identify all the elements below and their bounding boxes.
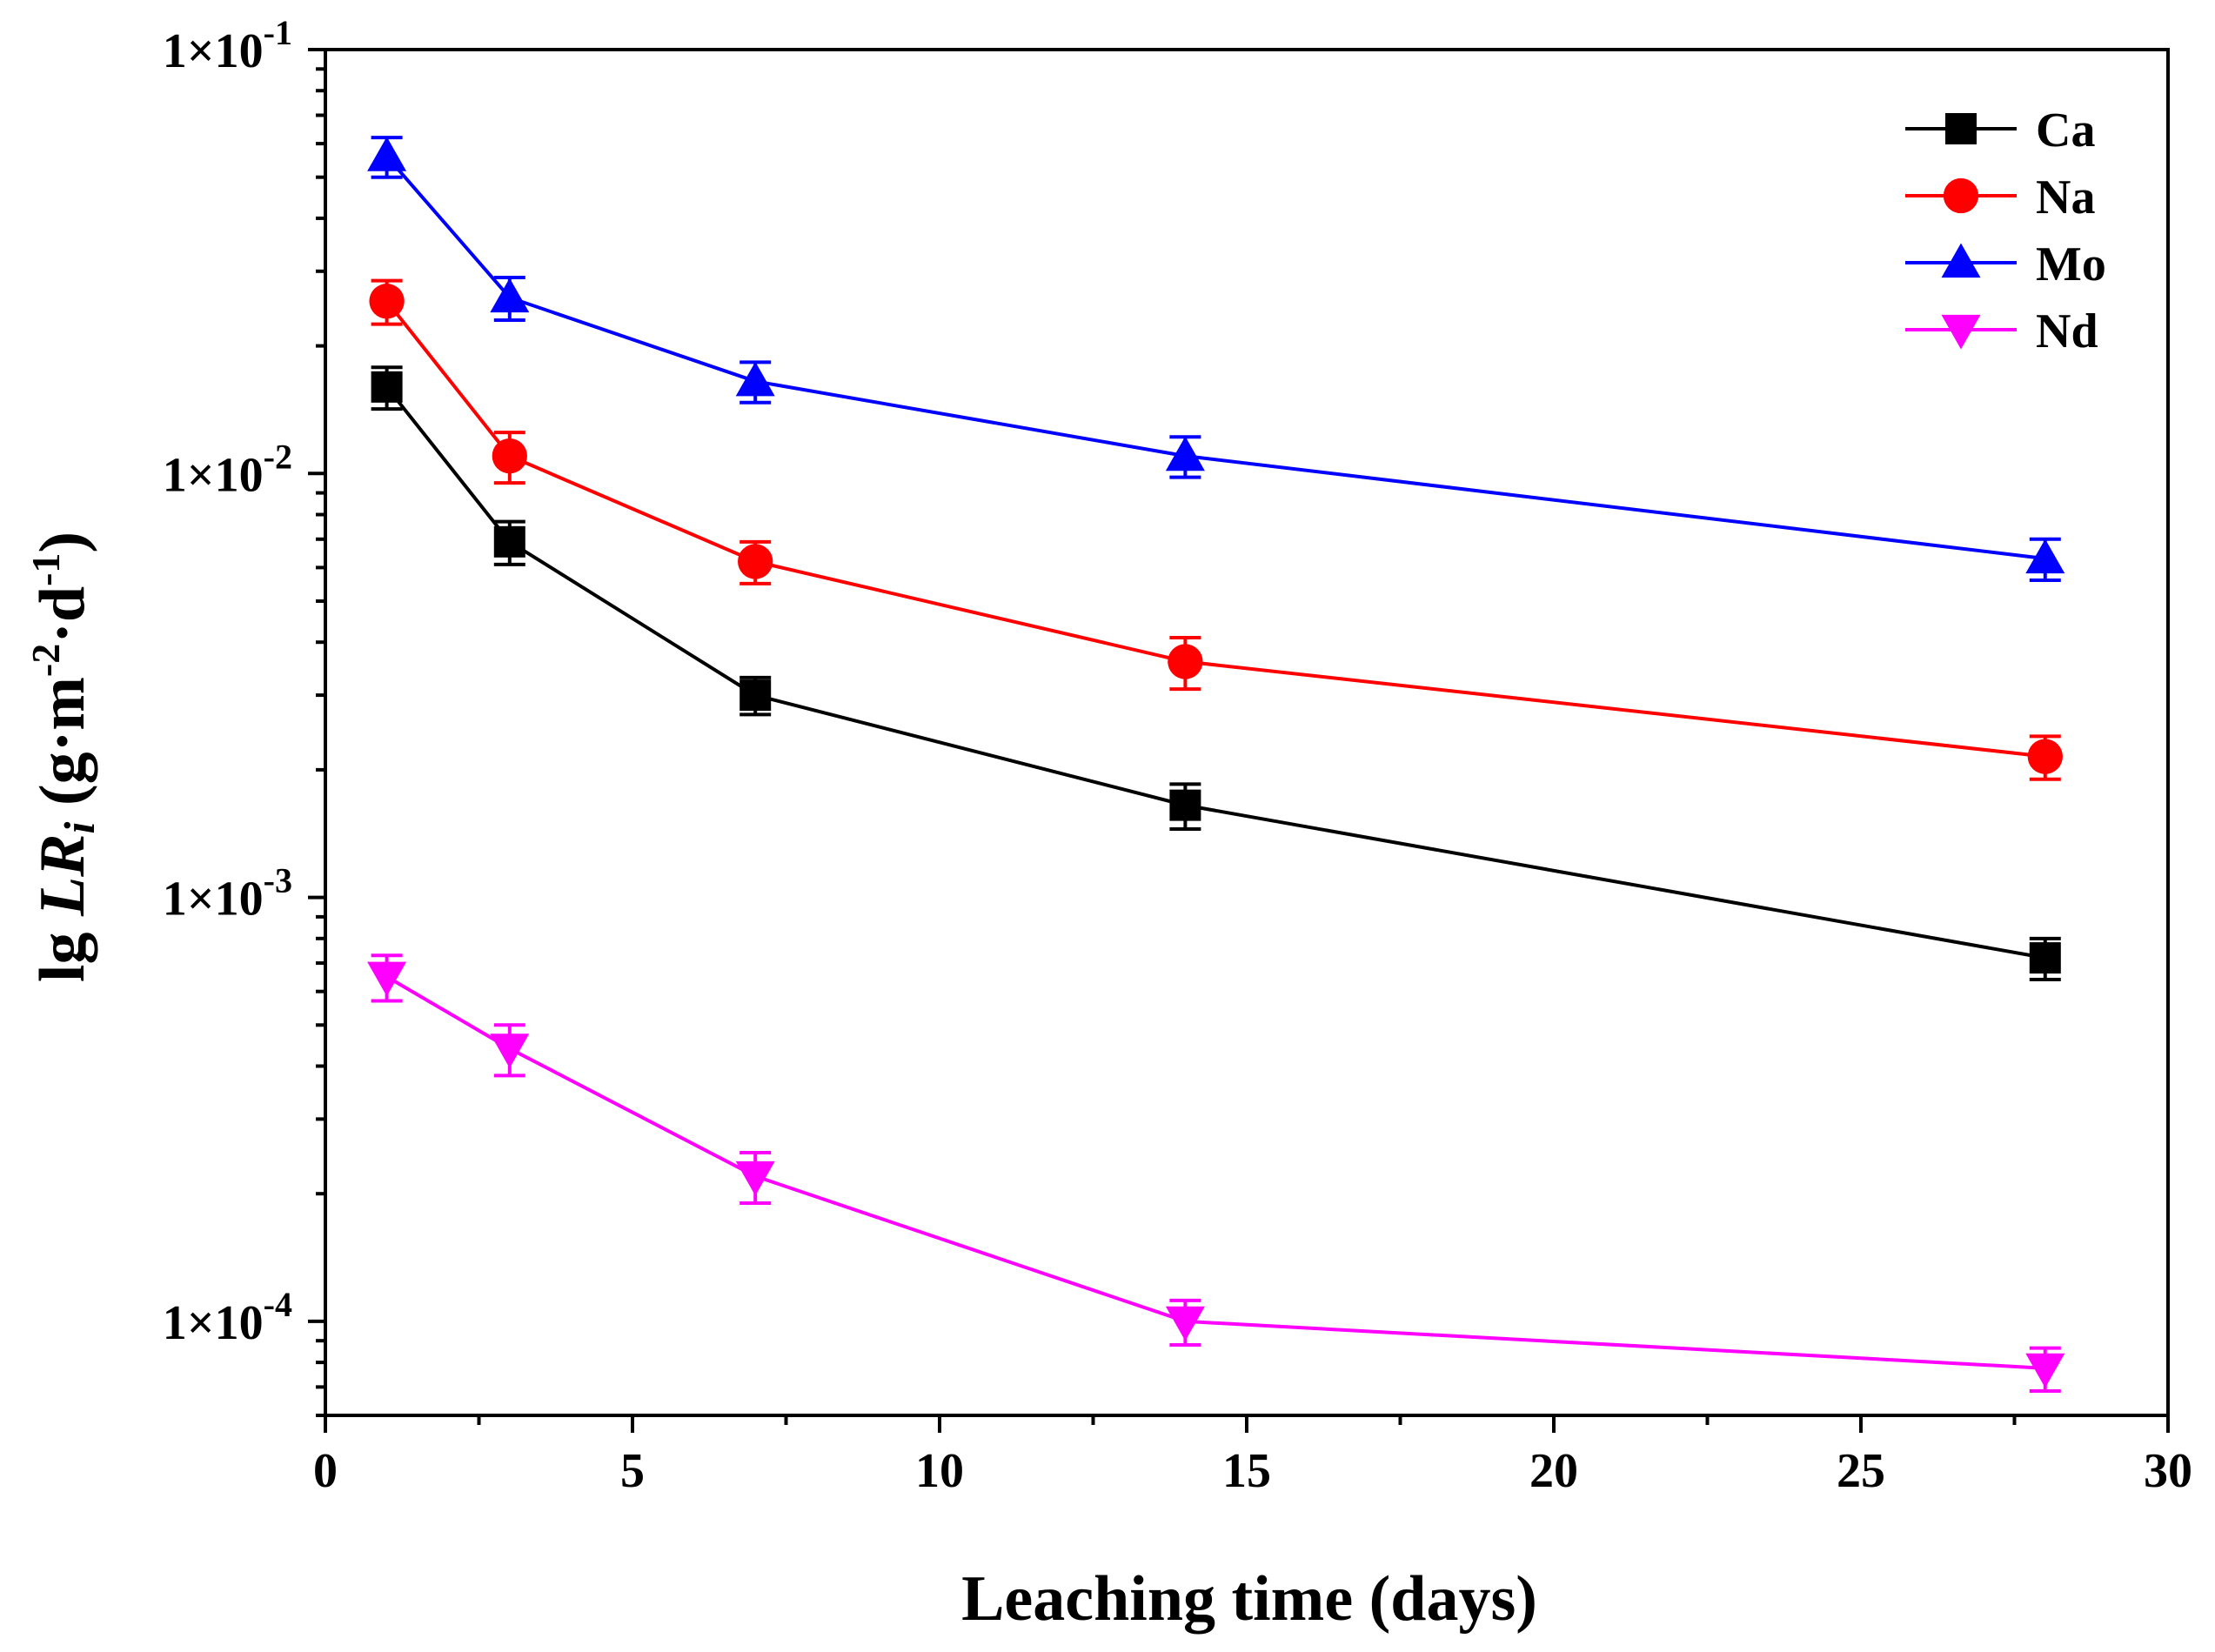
x-tick-label: 30 xyxy=(2144,1444,2192,1498)
series-line-nd xyxy=(385,975,2045,1370)
y-tick-label: 1×10-3 xyxy=(163,861,292,926)
series-na xyxy=(369,278,2063,781)
legend-label: Ca xyxy=(2036,104,2095,157)
data-point-mo xyxy=(490,278,530,313)
series-mo xyxy=(367,136,2065,583)
data-point-na xyxy=(1168,644,1203,679)
legend-item-na: Na xyxy=(1905,171,2095,224)
data-point-nd xyxy=(2025,1353,2065,1388)
data-point-nd xyxy=(735,1160,775,1196)
plot-border xyxy=(324,48,2170,1417)
x-axis-ticks: 0 5 10 15 20 25 30 xyxy=(313,1415,2192,1498)
x-tick-label: 15 xyxy=(1222,1444,1271,1498)
legend-item-nd: Nd xyxy=(1905,304,2098,358)
data-point-na xyxy=(369,284,405,319)
series-line-mo xyxy=(385,155,2046,561)
x-tick-label: 0 xyxy=(313,1444,338,1498)
series-nd xyxy=(367,953,2065,1393)
data-point-mo xyxy=(2025,538,2065,574)
y-tick-label: 1×10-1 xyxy=(163,13,292,78)
legend-label: Mo xyxy=(2036,237,2106,291)
data-point-ca xyxy=(739,679,772,712)
data-point-na xyxy=(738,544,773,579)
data-point-nd xyxy=(490,1033,530,1068)
y-tick-label: 1×10-2 xyxy=(163,437,292,502)
data-point-ca xyxy=(1169,789,1201,821)
legend-item-mo: Mo xyxy=(1905,237,2106,291)
data-point-nd xyxy=(367,961,407,997)
legend-item-ca: Ca xyxy=(1905,104,2095,157)
data-point-mo xyxy=(735,361,775,397)
legend-label: Na xyxy=(2036,171,2095,224)
data-point-mo xyxy=(367,137,407,171)
legend: Ca Na Mo Nd xyxy=(1905,104,2106,358)
legend-marker xyxy=(1945,113,1977,144)
y-axis-title: lg LRi (g·m-2·d-1) xyxy=(23,532,104,982)
data-point-na xyxy=(2027,739,2063,774)
data-point-na xyxy=(492,438,527,474)
series-ca xyxy=(371,365,2061,982)
series-layer xyxy=(367,136,2065,1393)
data-point-nd xyxy=(1165,1306,1205,1341)
legend-marker xyxy=(1941,314,1981,350)
x-tick-label: 10 xyxy=(915,1444,964,1498)
data-point-ca xyxy=(371,371,403,403)
data-point-ca xyxy=(493,525,525,558)
data-point-ca xyxy=(2029,942,2061,974)
legend-marker xyxy=(1943,177,1979,214)
x-tick-label: 20 xyxy=(1529,1444,1578,1498)
x-tick-label: 5 xyxy=(620,1444,645,1498)
legend-label: Nd xyxy=(2036,304,2098,358)
legend-marker xyxy=(1941,243,1981,278)
y-tick-label: 1×10-4 xyxy=(163,1285,292,1350)
data-point-mo xyxy=(1165,436,1205,472)
x-tick-label: 25 xyxy=(1837,1444,1885,1498)
plot-frame xyxy=(324,48,2170,1417)
y-axis-ticks: 1×10-1 1×10-2 1×10-3 1×10-4 xyxy=(163,13,325,1417)
x-axis-title: Leaching time (days) xyxy=(961,1563,1537,1635)
series-line-ca xyxy=(385,385,2046,960)
